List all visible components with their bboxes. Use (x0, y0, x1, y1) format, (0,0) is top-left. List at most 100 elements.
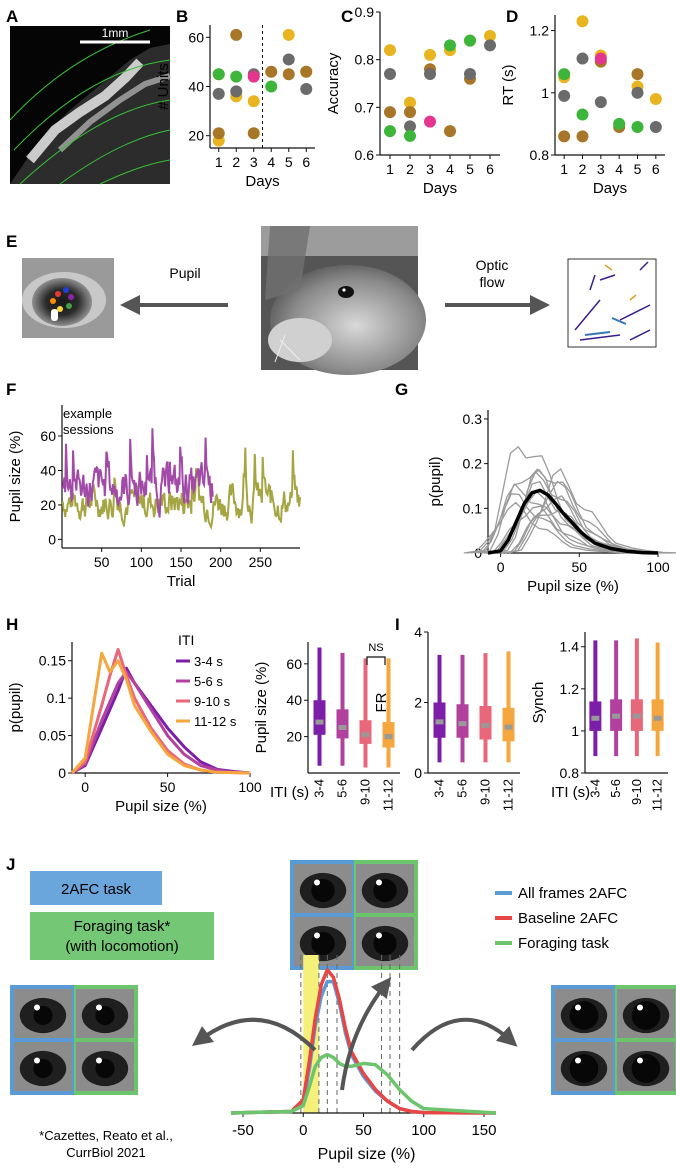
x-axis-title: Pupil size (%) (115, 798, 207, 815)
y-tick-label: 0.9 (355, 4, 375, 20)
x-tick-label: 0 (299, 1122, 307, 1139)
panel-letter-a: A (6, 7, 18, 26)
x-axis-title: Days (245, 173, 279, 190)
x-tick-label: 250 (249, 554, 273, 570)
example-sessions-label-1: example (63, 406, 112, 421)
scatter-point (384, 44, 396, 57)
x-tick-label: 4 (446, 161, 454, 177)
scatter-point (282, 28, 295, 41)
y-tick-label: 0.8 (560, 765, 580, 781)
x-axis-title: Pupil size (%) (527, 578, 619, 595)
box-median (435, 719, 444, 725)
y-tick-label: 40 (188, 79, 204, 95)
scatter-point (576, 108, 589, 121)
panel-h-iti-distribution-chart: 0 0.05 0.1 0.15 0 50 100 Pupil size (%) p(pupil) (7, 642, 262, 815)
ns-label: NS (368, 642, 383, 654)
arrow-to-small-pupil (191, 1017, 317, 1052)
y-tick-label: 0.8 (530, 147, 550, 163)
scatter-point (424, 48, 436, 61)
x-tick-label: 3 (597, 161, 605, 177)
x-category-label: 3-4 (587, 779, 602, 798)
session-distribution-line (487, 480, 659, 554)
scatter-point (576, 130, 589, 143)
panel-letter-d: D (506, 7, 518, 26)
scatter-point (300, 65, 313, 78)
x-tick-label: 5 (285, 154, 293, 170)
scatter-point (384, 125, 396, 138)
x-tick-label: 150 (471, 1122, 496, 1139)
panel-e-pupil-eye-image (22, 258, 114, 338)
y-tick-label: 20 (188, 128, 204, 144)
panel-letter-h: H (6, 615, 18, 634)
x-category-label: 5-6 (608, 779, 623, 798)
panel-a-histology-image: 1mm (9, 26, 171, 185)
y-tick-label: 60 (286, 656, 302, 672)
x-tick-label: 100 (646, 559, 670, 575)
x-tick-label: 2 (406, 161, 414, 177)
y-tick-label: 1.2 (560, 681, 580, 697)
iti-legend-item-2: 5-6 s (194, 674, 223, 689)
panel-h-iti-boxplot: 20 40 60 Pupil size (%) 3-4 5-6 9-10 11-12 (253, 642, 400, 811)
x-tick-label: 50 (94, 554, 110, 570)
x-tick-label: 200 (209, 554, 233, 570)
scatter-point (230, 85, 243, 98)
eye-pupil (33, 1005, 53, 1026)
panel-i-synchrony-boxplot: 0.8 1 1.2 1.4 Synch 3-4 5-6 9-10 11-12 (530, 632, 668, 811)
foraging-task-box (30, 912, 214, 960)
box-median (632, 713, 641, 719)
box-median (361, 732, 370, 738)
y-tick-label: 0 (48, 531, 56, 547)
scatter-point (265, 65, 278, 78)
y-tick-label: 40 (286, 692, 302, 708)
j-legend: All frames 2AFC Baseline 2AFC Foraging t… (495, 885, 627, 952)
scatter-point (558, 89, 571, 102)
y-tick-label: 0.3 (463, 411, 483, 427)
session-distribution-line (481, 505, 652, 554)
y-axis-title: Pupil size (%) (253, 662, 270, 754)
eye-reflection (575, 1057, 581, 1064)
x-tick-label: 0 (81, 779, 89, 795)
x-tick-label: 1 (386, 161, 394, 177)
eye-reflection (96, 1057, 102, 1064)
x-category-label: 11-12 (381, 779, 396, 811)
x-tick-label: 6 (486, 161, 494, 177)
eye-reflection (96, 1004, 102, 1011)
x-category-label: 3-4 (312, 779, 327, 798)
scatter-point (212, 127, 225, 140)
panel-letter-c: C (341, 7, 353, 26)
panel-letter-b: B (176, 7, 188, 26)
box-body (359, 720, 372, 744)
eye-reflection (376, 879, 382, 886)
y-tick-label: 1 (541, 85, 549, 101)
x-tick-label: 50 (160, 779, 176, 795)
arrow-to-large-pupil (410, 1017, 518, 1052)
j-legend-item-2: Baseline 2AFC (518, 910, 618, 927)
pupil-distribution-Foraging-task (230, 1052, 497, 1115)
scatter-point (484, 29, 496, 42)
y-axis-title: FR (373, 692, 390, 712)
x-tick-label: 2 (579, 161, 587, 177)
eye-pupil (569, 1054, 599, 1083)
example-sessions-label-2: sessions (63, 422, 114, 437)
y-tick-label: 0.1 (47, 690, 67, 706)
x-tick-label: 4 (615, 161, 623, 177)
box-body (479, 706, 492, 740)
x-category-label: 9-10 (358, 779, 373, 805)
i-iti-axis-label: ITI (s) (551, 784, 590, 801)
y-tick-label: 0.05 (39, 728, 66, 744)
2afc-task-label: 2AFC task (61, 881, 132, 898)
y-tick-label: 0 (414, 765, 422, 781)
j-legend-item-1: All frames 2AFC (518, 885, 627, 902)
y-axis-title: Synch (530, 682, 547, 724)
y-axis-title: RT (s) (500, 64, 517, 105)
box-median (612, 713, 621, 719)
x-tick-label: 6 (302, 154, 310, 170)
x-category-label: 9-10 (478, 779, 493, 805)
y-axis-title: Accuracy (325, 52, 342, 114)
box-body (456, 704, 469, 738)
scatter-point (230, 28, 243, 41)
panel-letter-f: F (6, 380, 16, 399)
x-axis-title: Days (423, 180, 457, 197)
y-tick-label: 60 (40, 428, 56, 444)
